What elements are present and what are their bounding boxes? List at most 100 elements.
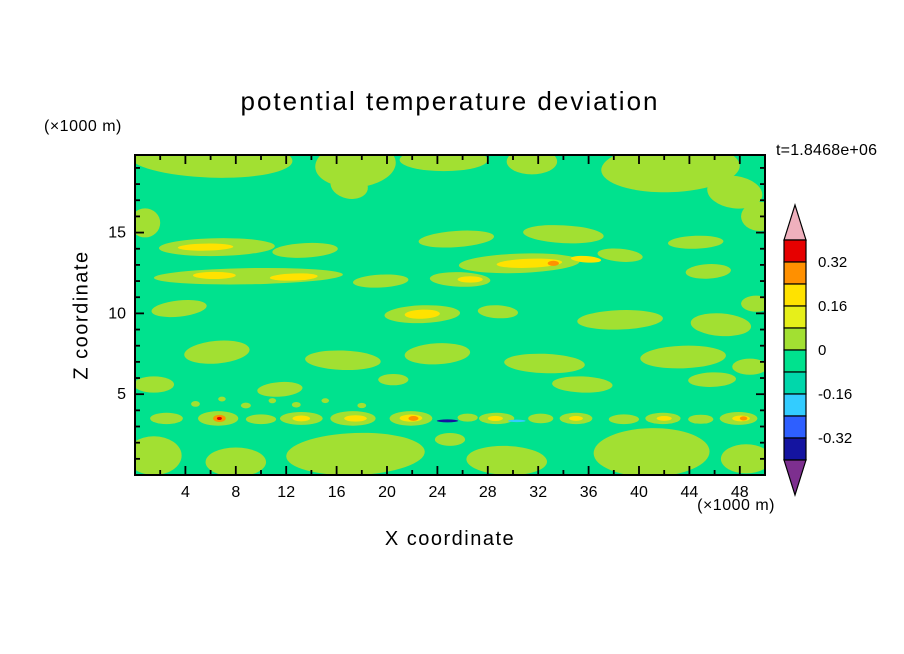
colorbar-band (783, 371, 807, 395)
contour-blob (408, 416, 419, 421)
contour-blob (305, 350, 381, 371)
contour-blob (523, 225, 604, 244)
y-tick-label: 5 (117, 386, 126, 403)
contour-blob (577, 310, 663, 330)
contour-blob (434, 432, 466, 446)
colorbar-label: 0.16 (818, 298, 847, 315)
contour-blob (205, 447, 267, 475)
contour-blob (135, 208, 161, 238)
x-tick-label: 12 (277, 484, 295, 501)
colorbar-over-arrow (783, 202, 807, 241)
contour-blob (688, 414, 714, 424)
contour-blob (487, 415, 503, 422)
contour-blob (257, 381, 303, 397)
contour-blob (720, 444, 765, 474)
colorbar-band (783, 327, 807, 351)
contour-blob (216, 416, 222, 421)
colorbar-band (783, 239, 807, 263)
contour-blob (378, 373, 409, 386)
colorbar-label: -0.16 (818, 386, 852, 403)
contour-blob (640, 345, 726, 369)
contour-blob (404, 343, 471, 365)
contour-blob (245, 414, 277, 425)
contour-blob (667, 235, 724, 249)
contour-blob (272, 242, 338, 258)
y-axis-unit-label: (×1000 m) (44, 118, 122, 135)
x-tick-label: 4 (181, 484, 190, 501)
timestamp-annotation: t=1.8468e+06 (776, 142, 878, 159)
contour-blob (688, 372, 737, 387)
contour-blob (177, 243, 234, 251)
y-tick-label: 10 (108, 305, 126, 322)
x-tick-label: 8 (231, 484, 240, 501)
contour-blob (240, 402, 251, 409)
contour-blob (656, 416, 672, 421)
colorbar-label: 0.32 (818, 254, 847, 271)
contour-blob (552, 376, 613, 393)
contour-blob (690, 313, 752, 337)
contour-blob (291, 401, 301, 408)
contour-blob (707, 175, 763, 209)
y-axis-title: Z coordinate (70, 250, 93, 380)
x-tick-label: 16 (328, 484, 346, 501)
contour-blob (466, 445, 547, 475)
x-tick-label: 44 (681, 484, 699, 501)
x-tick-label: 40 (630, 484, 648, 501)
contour-blob (150, 412, 183, 425)
contour-field (135, 155, 765, 475)
contour-blob (353, 274, 409, 288)
contour-blob (732, 358, 765, 375)
contour-blob (506, 155, 558, 175)
chart-title: potential temperature deviation (240, 86, 660, 116)
contour-blob (741, 295, 765, 312)
contour-blob (436, 419, 459, 423)
contour-blob (570, 255, 602, 263)
colorbar: 0.32 0.16 0 -0.16 -0.32 (783, 202, 852, 498)
colorbar-band (783, 349, 807, 373)
contour-blob (597, 248, 643, 262)
contour-blob (608, 414, 639, 425)
contour-blob (528, 413, 554, 424)
x-tick-label: 20 (378, 484, 396, 501)
contour-blob (344, 415, 367, 422)
x-axis-unit-label: (×1000 m) (697, 497, 775, 514)
contour-blob (504, 353, 585, 374)
contour-blob (135, 436, 182, 475)
contour-blob (330, 172, 368, 199)
contour-blob (418, 230, 495, 248)
contour-blob (192, 271, 236, 279)
contour-blob (399, 155, 488, 172)
colorbar-band (783, 305, 807, 329)
contour-blob (191, 400, 200, 407)
colorbar-band (783, 261, 807, 285)
contour-blob (357, 402, 367, 409)
plot-border (134, 154, 766, 476)
colorbar-label: -0.32 (818, 430, 852, 447)
colorbar-under-arrow (783, 459, 807, 498)
contour-blob (135, 376, 175, 393)
axis-ticks (135, 155, 765, 475)
colorbar-band (783, 437, 807, 461)
contour-blob (292, 415, 311, 422)
x-tick-label: 36 (580, 484, 598, 501)
x-tick-label: 24 (429, 484, 447, 501)
contour-blob (507, 419, 526, 423)
contour-blob (457, 413, 478, 422)
contour-blob (477, 305, 519, 319)
contour-blob (593, 428, 710, 475)
x-axis-title: X coordinate (384, 528, 516, 550)
contour-blob (404, 309, 440, 319)
colorbar-label: 0 (818, 342, 826, 359)
contour-blob (685, 264, 731, 279)
contour-blob (496, 258, 563, 268)
contour-blob (741, 201, 765, 231)
contour-blob (569, 416, 583, 421)
x-tick-label: 28 (479, 484, 497, 501)
x-tick-label: 48 (731, 484, 749, 501)
contour-blob (739, 416, 748, 421)
x-tick-label: 32 (529, 484, 547, 501)
contour-blob (269, 273, 318, 281)
